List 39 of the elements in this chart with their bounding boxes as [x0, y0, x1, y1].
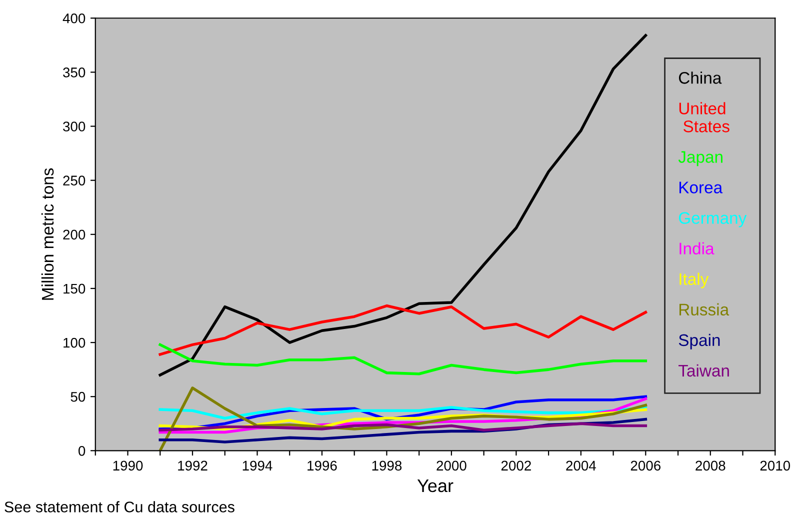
x-tick-label: 2002 — [501, 460, 531, 471]
text: Korea — [679, 182, 723, 194]
x-tick-label: 1998 — [372, 460, 402, 471]
text: India — [680, 242, 714, 254]
line-series — [158, 386, 648, 451]
text: United States — [679, 102, 730, 132]
line-series — [158, 34, 648, 376]
text: Germany — [678, 212, 747, 228]
text: Spain — [678, 334, 720, 350]
x-tick-label: 2004 — [566, 460, 596, 471]
x-tick-label: 1996 — [308, 460, 337, 471]
x-axis-title: Year — [417, 480, 454, 492]
x-tick-label: 1992 — [178, 460, 208, 471]
y-tick-label: 400 — [62, 13, 86, 24]
line-series — [158, 343, 648, 376]
text: Russia — [679, 303, 730, 316]
x-tick-label: 1994 — [242, 460, 272, 471]
y-tick-label: 0 — [78, 446, 86, 456]
text: Japan — [678, 151, 722, 166]
y-tick-label: 100 — [64, 338, 86, 348]
y-tick-label: 350 — [63, 68, 86, 78]
y-axis-title: Million metric tons — [41, 168, 54, 300]
x-tick-label: 2010 — [760, 460, 790, 471]
x-tick-label: 2000 — [436, 460, 466, 471]
line-series — [158, 304, 648, 356]
y-tick-label: 50 — [70, 392, 86, 402]
text: See statement of Cu data sources — [4, 501, 234, 512]
line-series — [158, 422, 648, 432]
x-tick-label: 2006 — [630, 460, 660, 471]
y-tick-label: 300 — [63, 122, 86, 132]
line-series — [158, 406, 648, 420]
x-tick-label: 2008 — [696, 460, 726, 471]
text: Italy — [680, 272, 709, 288]
y-tick-label: 150 — [64, 284, 86, 294]
y-tick-label: 250 — [63, 176, 86, 186]
y-tick-label: 200 — [63, 230, 86, 240]
x-tick-label: 1990 — [113, 460, 143, 471]
text: Taiwan — [678, 364, 729, 377]
text: China — [678, 72, 722, 84]
